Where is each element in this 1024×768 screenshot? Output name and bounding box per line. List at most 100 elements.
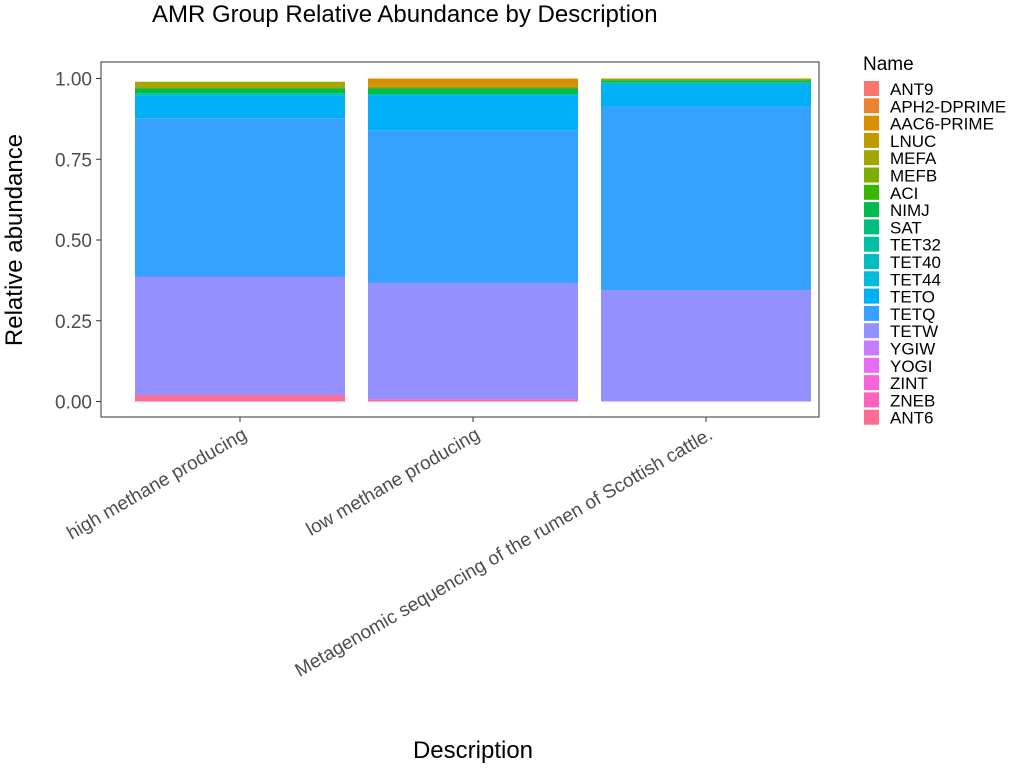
legend-label: ANT9 [890,80,933,99]
legend-label: ZINT [890,374,928,393]
legend-label: APH2-DPRIME [890,97,1006,116]
bar-segment [135,276,345,396]
legend-label: MEFB [890,167,937,186]
legend-swatch [864,150,879,166]
bar-segment [368,94,578,96]
legend-item: MEFA [864,149,937,168]
legend-label: ANT6 [890,409,933,428]
legend-item: AAC6-PRIME [864,115,994,134]
legend-swatch [864,357,879,373]
legend-item: LNUC [864,132,936,151]
legend-swatch [864,202,879,218]
legend-label: YOGI [890,357,933,376]
bar-segment [601,78,811,81]
y-tick-label: 0.50 [55,231,92,252]
legend-swatch [864,323,879,339]
y-tick-label: 0.75 [55,150,92,171]
legend-item: SAT [864,218,922,237]
bar-segment [368,86,578,89]
legend-label: YGIW [890,340,935,359]
legend-swatch [864,167,879,183]
y-tick-label: 1.00 [55,70,92,91]
bar-segment [368,399,578,402]
legend-swatch [864,409,879,425]
bar-segment [135,81,345,89]
legend-title: Name [863,54,914,75]
legend-label: ZNEB [890,391,935,410]
legend-item: ANT9 [864,80,933,99]
legend-label: LNUC [890,132,936,151]
legend-item: NIMJ [864,201,930,220]
legend-swatch [864,98,879,114]
x-tick-label: high methane producing [63,424,250,544]
legend-item: TETW [864,322,938,341]
bar-segment [368,88,578,95]
bar-segment [135,95,345,119]
bar-segment [135,395,345,402]
bar-segment [368,130,578,283]
bar-segment [368,78,578,87]
legend-item: ZINT [864,374,928,393]
legend-swatch [864,132,879,148]
bar-segment [601,290,811,402]
y-tick-label: 0.25 [55,312,92,333]
bar-segment [368,282,578,400]
legend-label: TETQ [890,305,935,324]
legend-label: TET44 [890,270,941,289]
legend-item: TETO [864,288,935,307]
legend-label: TET40 [890,253,941,272]
legend-item: YGIW [864,340,935,359]
legend-label: SAT [890,218,922,237]
legend-label: TETW [890,322,938,341]
bar-segment [601,82,811,85]
legend-swatch [864,288,879,304]
bars-layer [135,78,811,402]
x-axis-title: Description [413,737,533,764]
x-tick-label: Metagenomic sequencing of the rumen of S… [292,424,717,681]
legend-swatch [864,375,879,391]
legend-swatch [864,271,879,287]
y-tick-label: 0.00 [55,393,92,414]
legend-item: ANT6 [864,409,933,428]
x-axis: high methane producing low methane produc… [63,417,717,682]
legend-item: YOGI [864,357,933,376]
legend-swatch [864,254,879,269]
bar-segment [135,118,345,277]
bar-segment [601,84,811,107]
bar-segment [368,95,578,131]
legend-label: TET32 [890,236,941,255]
legend-label: AAC6-PRIME [890,115,994,134]
legend-swatch [864,305,879,321]
legend-items: ANT9APH2-DPRIMEAAC6-PRIMELNUCMEFAMEFBACI… [864,80,1006,428]
y-axis-title: Relative abundance [1,134,28,346]
chart-title: AMR Group Relative Abundance by Descript… [152,1,658,28]
legend-item: APH2-DPRIME [864,97,1006,116]
legend-swatch [864,236,879,252]
legend-swatch [864,184,879,200]
legend-item: ACI [864,184,918,203]
legend-item: MEFB [864,167,937,186]
legend-swatch [864,81,879,96]
bar-segment [135,93,345,96]
bar-segment [601,106,811,291]
bar-segment [601,80,811,83]
x-tick-label: low methane producing [303,424,484,540]
legend-swatch [864,115,879,131]
legend-label: ACI [890,184,918,203]
bar-segment [135,88,345,94]
legend-item: TETQ [864,305,935,324]
legend-item: TET40 [864,253,941,272]
legend: Name ANT9APH2-DPRIMEAAC6-PRIMELNUCMEFAME… [863,54,1006,428]
plot-area [100,61,820,418]
legend-label: NIMJ [890,201,930,220]
y-axis: 0.00 0.25 0.50 0.75 1.00 [55,70,101,414]
legend-item: ZNEB [864,391,935,410]
legend-item: TET32 [864,236,941,255]
legend-label: MEFA [890,149,937,168]
legend-swatch [864,340,879,356]
legend-label: TETO [890,288,935,307]
legend-swatch [864,219,879,235]
legend-item: TET44 [864,270,941,289]
legend-swatch [864,392,879,408]
